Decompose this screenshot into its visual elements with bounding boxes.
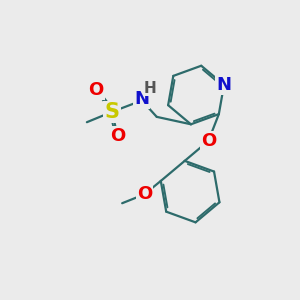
Text: O: O [88, 81, 103, 99]
Text: S: S [105, 102, 120, 122]
Text: N: N [217, 76, 232, 94]
Text: O: O [137, 185, 152, 203]
Text: O: O [110, 127, 125, 145]
Text: N: N [134, 90, 149, 108]
Text: O: O [201, 132, 216, 150]
Text: H: H [144, 80, 157, 95]
